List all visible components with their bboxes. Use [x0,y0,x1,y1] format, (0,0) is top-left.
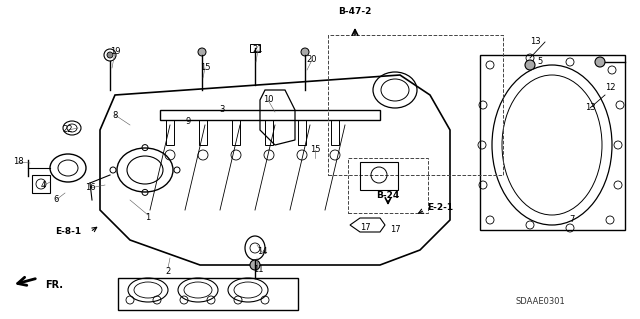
Bar [265,120,273,145]
Bar [166,120,174,145]
Text: 19: 19 [109,48,120,56]
Text: 15: 15 [310,145,320,154]
Bar [331,120,339,145]
Text: 17: 17 [390,226,400,234]
Bar [250,44,260,52]
Text: 22: 22 [63,125,73,135]
Bar [360,162,398,190]
Circle shape [198,48,206,56]
Bar [298,120,306,145]
Bar [232,120,240,145]
Bar [328,35,503,175]
Text: 6: 6 [53,196,59,204]
Text: 13: 13 [585,103,595,113]
Text: 7: 7 [570,216,575,225]
Text: 13: 13 [530,38,540,47]
Text: 10: 10 [263,95,273,105]
Text: 9: 9 [186,117,191,127]
Text: 16: 16 [84,183,95,192]
Circle shape [525,60,535,70]
Text: 21: 21 [253,46,263,55]
Text: B-47-2: B-47-2 [339,8,372,17]
Text: 17: 17 [360,224,371,233]
Text: 3: 3 [220,106,225,115]
Text: B-24: B-24 [376,190,399,199]
Bar [32,175,50,193]
Circle shape [107,52,113,58]
Text: 2: 2 [165,268,171,277]
Bar [348,158,428,213]
Text: 15: 15 [200,63,211,72]
Bar [160,110,380,120]
Circle shape [301,48,309,56]
Text: 1: 1 [145,213,150,222]
Circle shape [250,260,260,270]
Text: FR.: FR. [45,280,63,290]
Text: 20: 20 [307,56,317,64]
Text: 18: 18 [13,158,23,167]
Text: 8: 8 [112,110,118,120]
Text: 11: 11 [253,265,263,275]
Bar [199,120,207,145]
Text: SDAAE0301: SDAAE0301 [515,298,565,307]
Text: 14: 14 [257,248,268,256]
Text: E-8-1: E-8-1 [55,227,81,236]
Text: 5: 5 [538,57,543,66]
Text: 12: 12 [605,84,615,93]
Text: E-2-1: E-2-1 [427,203,453,211]
Circle shape [595,57,605,67]
Text: 4: 4 [40,182,45,190]
